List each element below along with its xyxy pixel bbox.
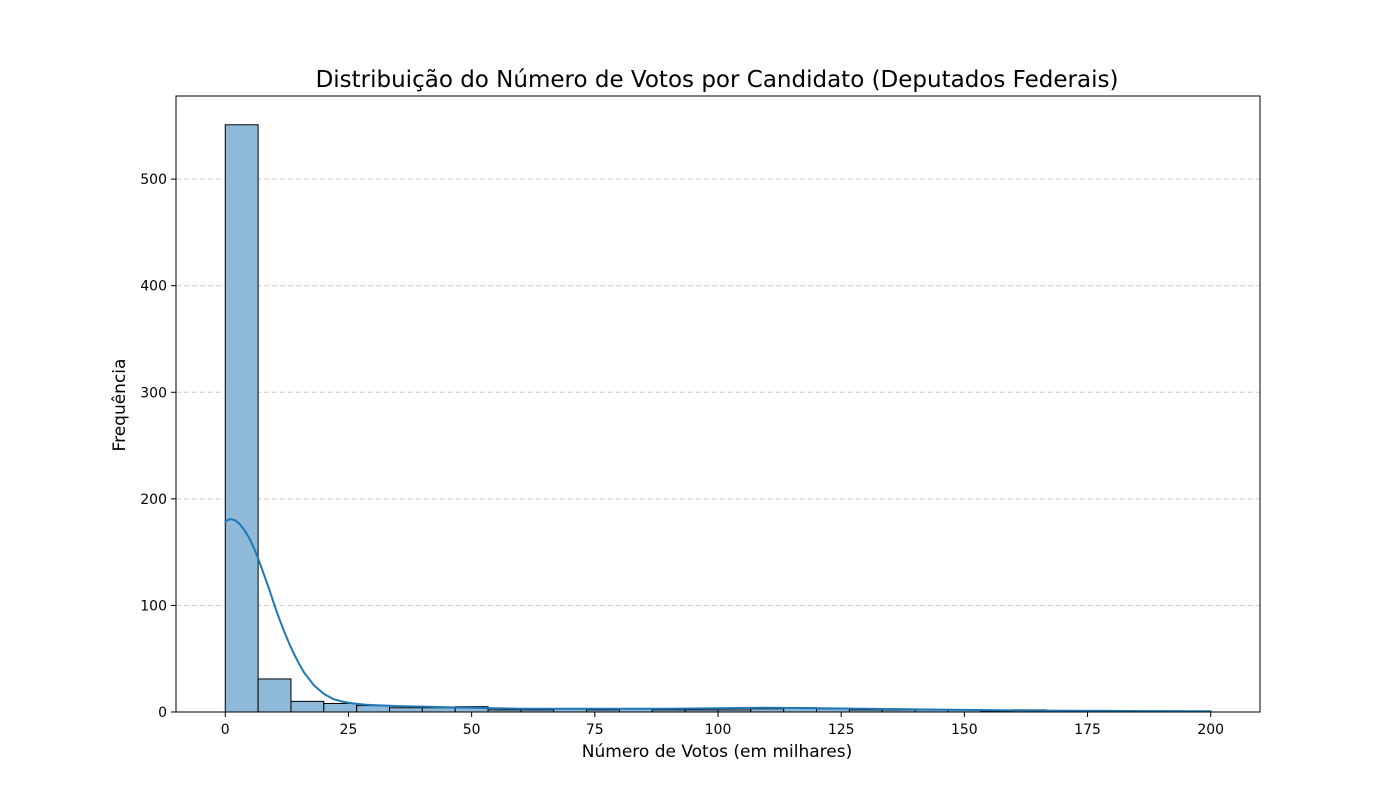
x-tick-label: 125 [828, 722, 855, 738]
y-tick-label: 400 [140, 279, 167, 295]
histogram-bar [421, 707, 456, 713]
histogram-bars [224, 124, 1212, 713]
x-tick-label: 25 [340, 722, 358, 738]
x-tick-label: 150 [951, 722, 978, 738]
kde-line [224, 518, 1212, 713]
y-axis-label: Frequência [110, 359, 130, 452]
chart-title: Distribuição do Número de Votos por Cand… [316, 67, 1119, 93]
x-axis-label: Número de Votos (em milhares) [582, 742, 852, 762]
y-tick-label: 200 [140, 492, 167, 508]
grid-lines [176, 178, 1260, 606]
kde-curve-group [224, 518, 1212, 713]
x-tick-label: 0 [221, 722, 230, 738]
y-tick-label: 500 [140, 172, 167, 188]
x-tick-label: 175 [1074, 722, 1101, 738]
x-tick-label: 200 [1197, 722, 1224, 738]
y-tick-label: 0 [158, 705, 167, 721]
x-tick-label: 100 [705, 722, 732, 738]
x-tick-label: 50 [463, 722, 481, 738]
histogram-bar [257, 678, 292, 713]
y-tick-label: 100 [140, 598, 167, 614]
histogram-bar [224, 124, 259, 713]
histogram-bar [389, 707, 423, 713]
y-tick-label: 300 [140, 385, 167, 401]
histogram-bar [323, 702, 358, 713]
y-axis: 0 100 200 300 400 500 [140, 172, 176, 721]
plot-area-frame [175, 95, 1261, 713]
x-axis: 0 25 50 75 100 125 150 175 200 [221, 712, 1224, 738]
histogram-bar [290, 700, 325, 713]
x-tick-label: 75 [586, 722, 604, 738]
